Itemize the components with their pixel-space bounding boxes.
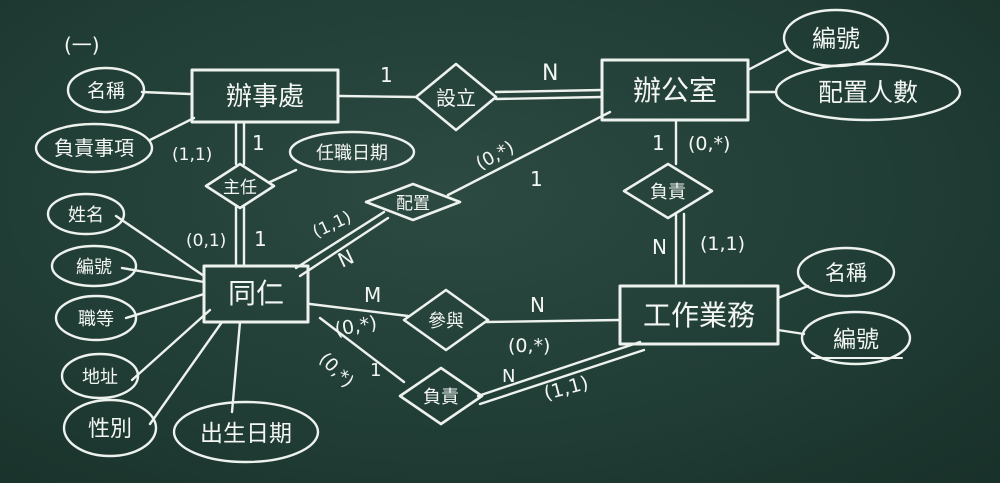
entity-staff-label: 同仁: [228, 277, 284, 310]
card-resp-staff-pair: (0,*): [314, 349, 357, 392]
line-task-name: [776, 284, 810, 300]
card-part-staff: M: [364, 283, 381, 307]
rel-assign: 配置: [364, 182, 462, 222]
attr-task-name: 名稱: [796, 246, 896, 298]
entity-task-label: 工作業務: [643, 299, 755, 332]
rel-assign-label: 配置: [396, 194, 430, 214]
rel-room-resp-label: 負責: [650, 182, 686, 203]
entity-task: 工作業務: [618, 284, 780, 346]
line-sresp-task-a: [476, 340, 642, 398]
line-assign-room: [446, 110, 612, 197]
card-head-office: 1: [252, 131, 265, 155]
attr-office-duty-label: 負責事項: [54, 136, 134, 160]
attr-staff-name: 姓名: [46, 192, 126, 236]
attr-appoint-date: 任職日期: [288, 130, 416, 174]
attr-staff-birth-label: 出生日期: [200, 421, 292, 447]
attr-staff-sex-label: 性別: [88, 417, 132, 442]
card-assign-room-pair: (0,*): [472, 137, 517, 174]
line-staff-addr: [130, 308, 212, 382]
attr-task-no-label: 編號: [833, 327, 879, 353]
rel-participate: 參與: [402, 288, 490, 352]
attr-task-name-label: 名稱: [825, 261, 867, 285]
card-assign-staff-pair: (1,1): [310, 207, 355, 242]
card-part-staff-pair: (0,*): [333, 312, 379, 341]
attr-room-no-label: 編號: [812, 25, 860, 53]
cardinalities: 1 N 1 (1,1) 1 (0,1) (1,1) N (0,*) 1 1 (0…: [172, 61, 745, 405]
line-sresp-task-b: [478, 348, 646, 406]
card-assign-staff: N: [334, 244, 358, 272]
attr-room-count: 配置人數: [774, 62, 962, 122]
attr-staff-addr: 地址: [60, 352, 140, 400]
rel-room-resp: 負責: [622, 162, 714, 220]
card-head-staff-pair: (0,1): [186, 231, 226, 251]
rel-head-label: 主任: [223, 178, 257, 198]
attr-appoint-date-label: 任職日期: [316, 143, 388, 164]
attr-staff-name-label: 姓名: [68, 205, 104, 226]
attr-staff-rank-label: 職等: [78, 309, 114, 330]
line-setup-room-b: [494, 95, 604, 101]
card-setup-room: N: [542, 61, 558, 86]
card-roomresp-task: N: [652, 235, 667, 259]
attr-task-no: 編號: [800, 310, 912, 366]
entity-room: 辦公室: [600, 58, 750, 122]
entity-office-label: 辦事處: [226, 82, 304, 112]
line-staff-part: [308, 302, 410, 318]
line-setup-room-a: [494, 88, 604, 94]
rel-setup: 設立: [414, 62, 498, 132]
line-staff-birth: [230, 320, 242, 414]
card-roomresp-room: 1: [652, 131, 665, 155]
attr-office-name-label: 名稱: [87, 80, 125, 102]
connectors: [114, 48, 810, 426]
attr-staff-sex: 性別: [62, 398, 158, 458]
line-staff-sex: [148, 320, 224, 426]
card-assign-room: 1: [530, 167, 543, 191]
entity-staff: 同仁: [202, 264, 310, 324]
attr-office-duty: 負責事項: [34, 122, 154, 174]
attr-office-name: 名稱: [66, 66, 146, 114]
rel-setup-label: 設立: [436, 86, 476, 110]
line-room-no: [746, 48, 788, 72]
attr-staff-no-label: 編號: [76, 257, 112, 278]
attr-staff-rank: 職等: [54, 294, 138, 342]
line-staff-name: [114, 214, 206, 278]
attr-room-no: 編號: [782, 8, 890, 68]
attr-staff-addr-label: 地址: [82, 367, 118, 388]
attr-staff-birth: 出生日期: [172, 400, 320, 464]
attr-staff-no: 編號: [50, 244, 138, 288]
line-staff-rank: [124, 292, 206, 320]
rel-staff-resp: 負責: [398, 366, 484, 426]
line-office-setup: [338, 94, 418, 99]
rel-head: 主任: [204, 162, 276, 210]
card-head-staff: 1: [254, 227, 267, 251]
entity-room-label: 辦公室: [633, 74, 717, 107]
card-part-task-pair: (0,*): [508, 335, 550, 357]
rel-participate-label: 參與: [428, 311, 464, 332]
line-staff-resp: [318, 316, 406, 384]
line-office-name: [140, 90, 192, 96]
attr-room-count-label: 配置人數: [818, 78, 918, 107]
card-resp-task-pair: (1,1): [542, 372, 591, 405]
card-roomresp-task-pair: (1,1): [700, 233, 745, 255]
rel-staff-resp-label: 負責: [423, 387, 459, 408]
card-resp-staff: 1: [370, 360, 381, 381]
line-office-duty: [148, 116, 196, 142]
line-staff-assign-b: [298, 216, 390, 278]
line-task-no: [776, 328, 806, 336]
line-staff-assign-a: [294, 210, 386, 270]
line-part-task: [484, 318, 622, 324]
line-head-date: [268, 168, 298, 184]
card-part-task: N: [530, 293, 545, 317]
card-resp-task: N: [502, 366, 515, 387]
entity-office: 辦事處: [190, 68, 340, 124]
section-label: (一): [64, 33, 100, 57]
card-roomresp-room-pair: (0,*): [688, 133, 730, 155]
card-head-office-pair: (1,1): [172, 145, 212, 165]
card-setup-office: 1: [380, 63, 393, 87]
